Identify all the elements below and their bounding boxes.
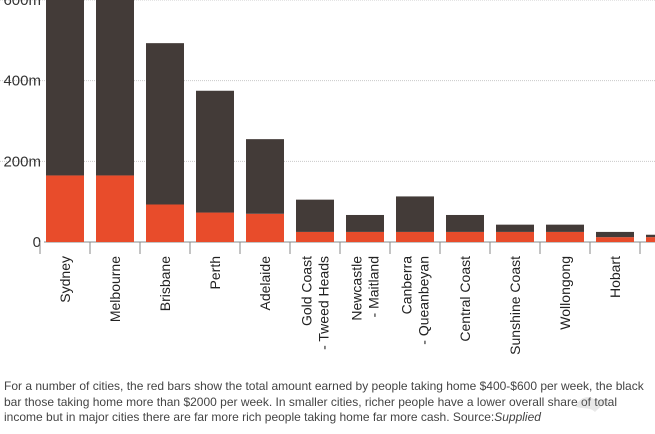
bar-segment-series-0 [346, 231, 384, 242]
category-label: Canberra [399, 256, 415, 315]
bar-segment-series-1 [346, 214, 384, 232]
bar-segment-series-1 [496, 224, 534, 232]
bar-segment-series-0 [196, 212, 234, 242]
watermark-logo [575, 397, 609, 412]
chart-caption: For a number of cities, the red bars sho… [4, 379, 655, 426]
category-label: Central Coast [457, 256, 473, 342]
bar-segment-series-0 [496, 231, 534, 242]
category-label: Adelaide [257, 256, 273, 311]
bar-segment-series-0 [396, 231, 434, 242]
bar-segment-series-0 [96, 175, 134, 242]
category-label: - Tweed Heads [316, 256, 332, 350]
bar-segment-series-0 [246, 213, 284, 242]
bar-segment-series-0 [596, 237, 634, 242]
category-label: Sunshine Coast [507, 256, 523, 355]
category-label: Sydney [57, 256, 73, 303]
bar-segment-series-1 [96, 0, 134, 176]
bar-segment-series-0 [296, 231, 334, 242]
category-label: - Maitland [366, 256, 382, 317]
category-label: Hobart [607, 256, 623, 298]
bar-chart: 0 200m 400m 600m Sydney Melbourne Brisbane Pert… [0, 0, 655, 355]
category-label: - Queanbeyan [416, 256, 432, 345]
bar-segment-series-1 [646, 234, 655, 238]
bar-segment-series-1 [296, 199, 334, 232]
y-tick-label: 0 [33, 234, 41, 251]
category-label: Perth [207, 256, 223, 289]
bar-segment-series-1 [446, 214, 484, 232]
bar-segment-series-0 [146, 204, 184, 242]
caption-text: For a number of cities, the red bars sho… [4, 379, 644, 424]
category-label: Newcastle [349, 256, 365, 321]
bar-segment-series-1 [46, 0, 84, 176]
category-label: Brisbane [157, 256, 173, 311]
bar-segment-series-1 [396, 196, 434, 232]
bar-segment-series-1 [596, 231, 634, 238]
y-tick-label: 200m [3, 153, 41, 170]
bar-segment-series-1 [196, 90, 234, 213]
y-tick-label: 400m [3, 73, 41, 90]
bar-segment-series-0 [46, 175, 84, 242]
caption-source: Supplied [494, 410, 541, 424]
bar-segment-series-0 [446, 231, 484, 242]
category-label: Melbourne [107, 256, 123, 322]
bar-segment-series-1 [546, 224, 584, 232]
category-label: Wollongong [557, 256, 573, 330]
y-tick-label: 600m [3, 0, 41, 9]
bar-segment-series-1 [146, 43, 184, 205]
bar-segment-series-1 [246, 139, 284, 214]
bar-segment-series-0 [546, 231, 584, 242]
bar-segment-series-0 [646, 237, 655, 242]
category-label: Gold Coast [299, 256, 315, 326]
